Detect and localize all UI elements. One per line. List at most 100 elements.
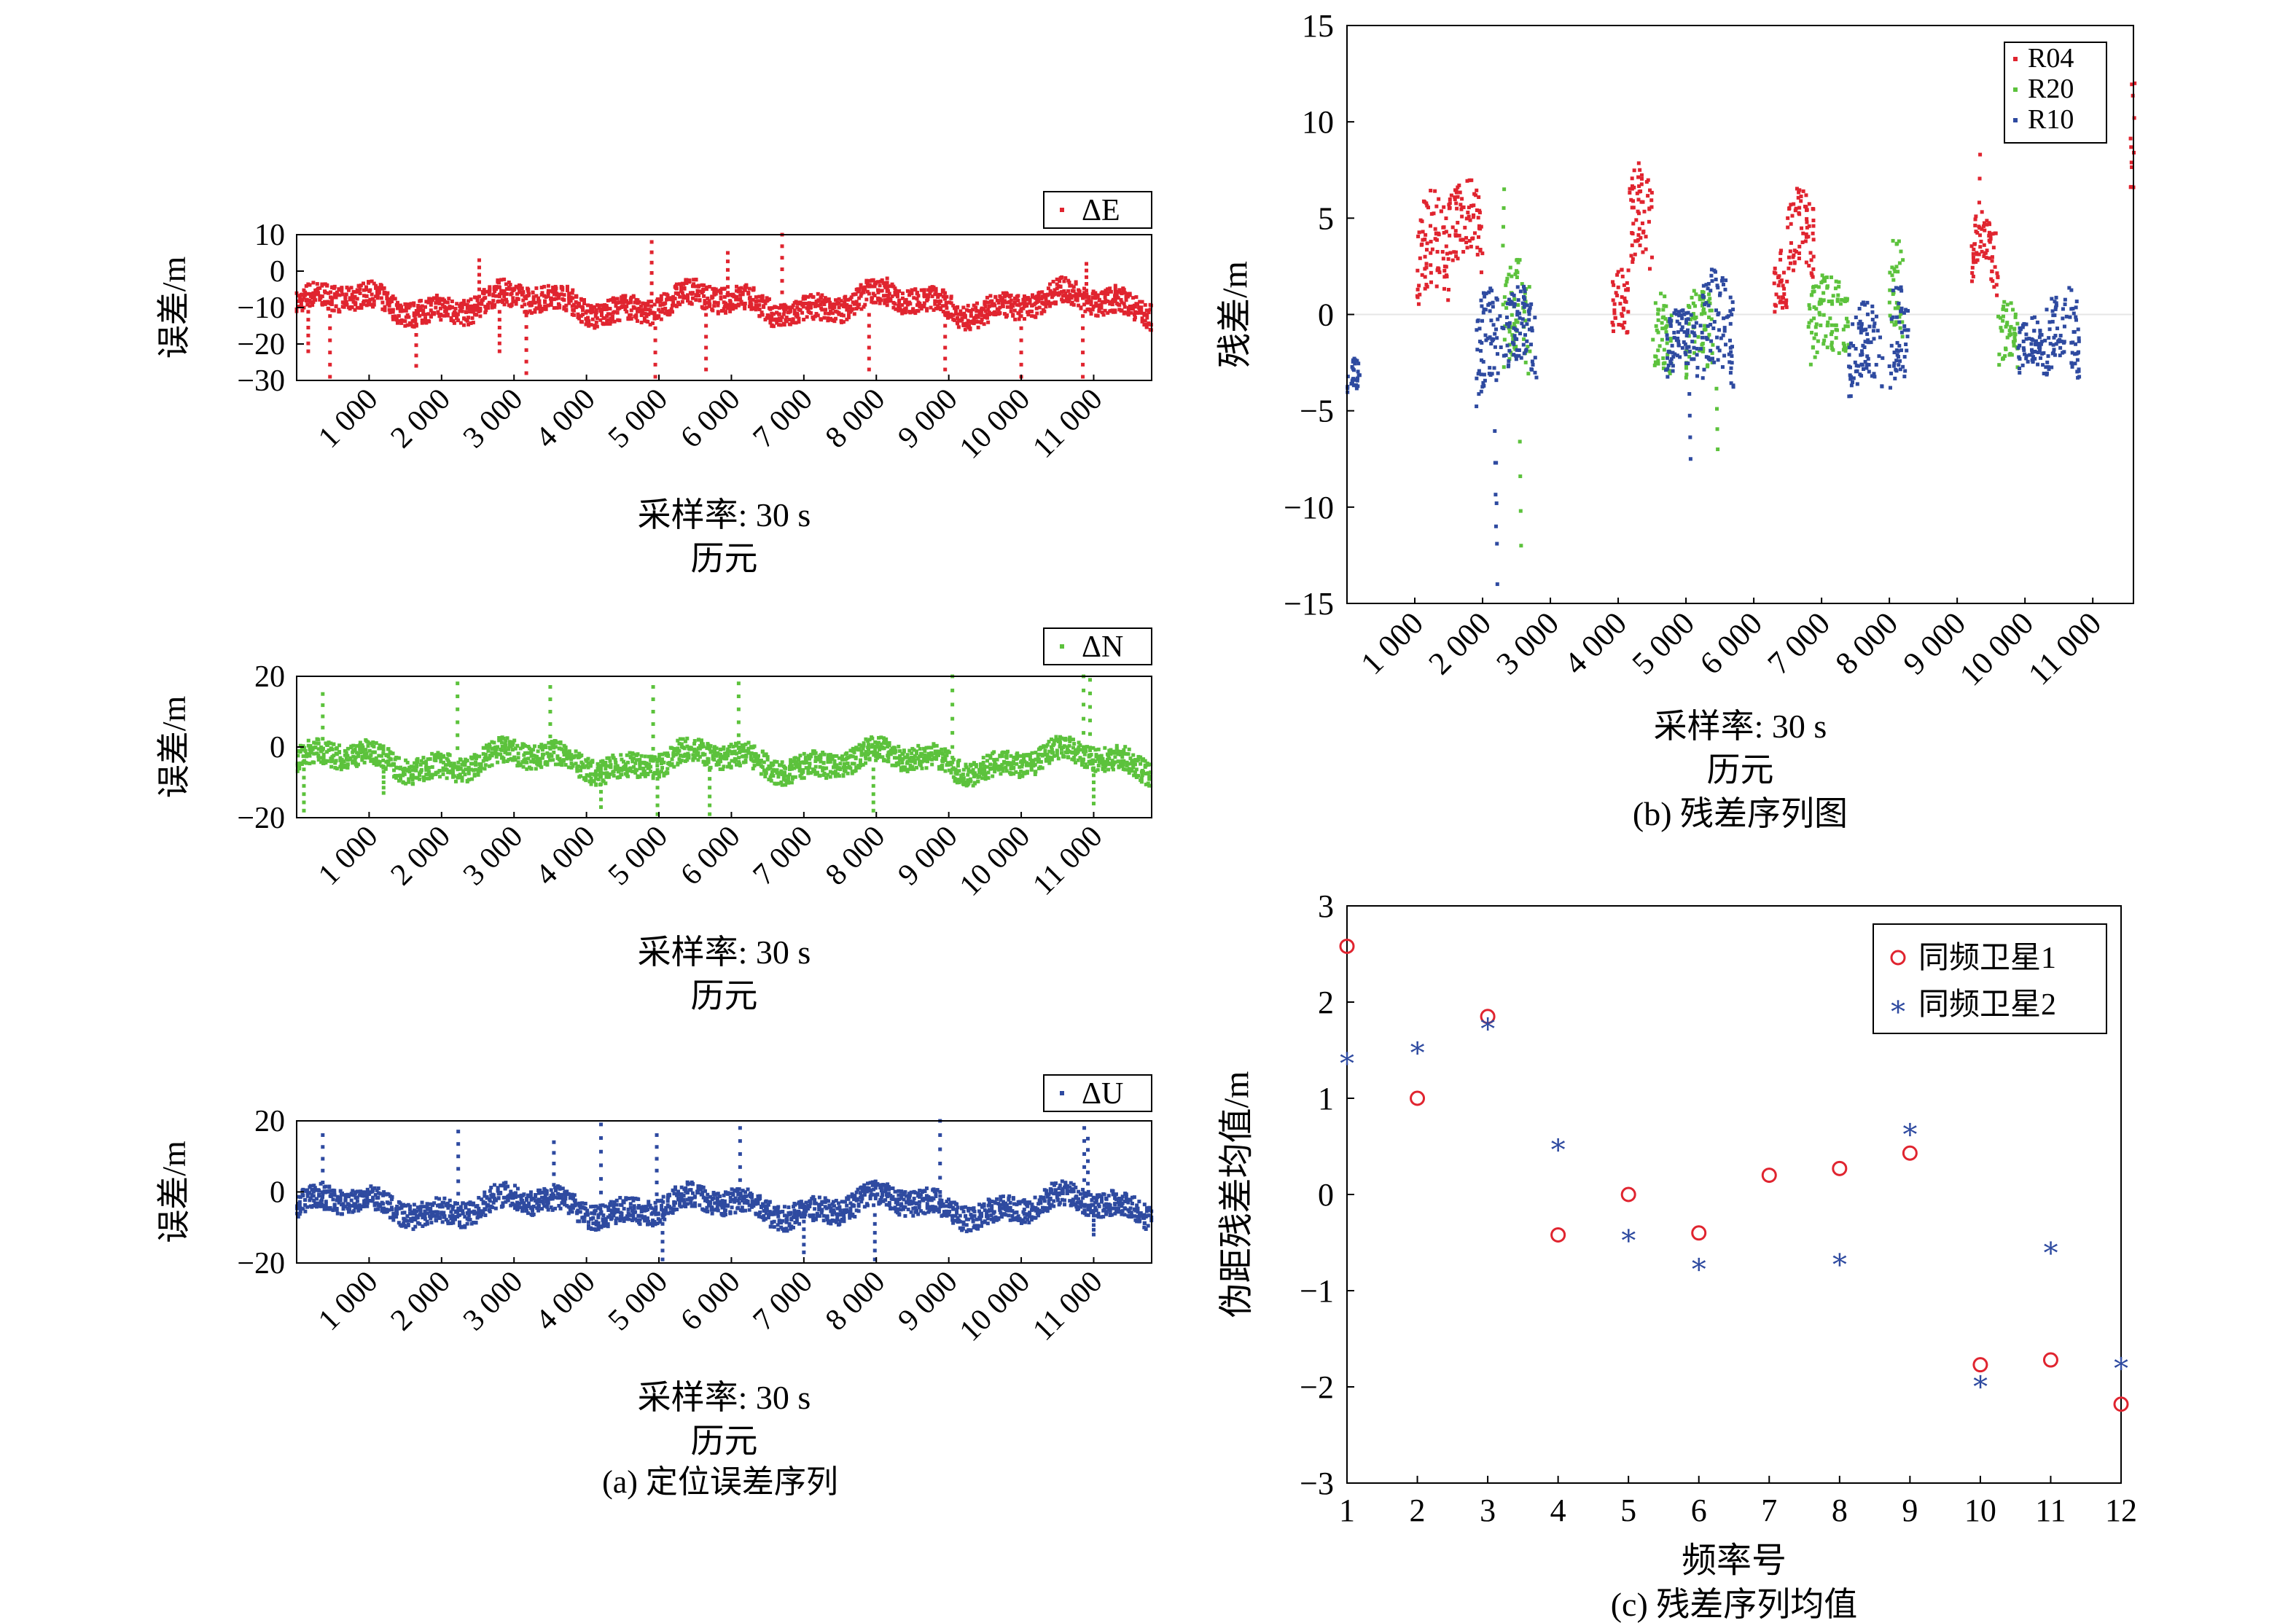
dE-point (423, 305, 428, 309)
dE-spike-point (524, 325, 528, 329)
dE-point (824, 308, 828, 312)
dN-xtick-label: 6 000 (674, 820, 746, 892)
dU-point (472, 1221, 476, 1225)
dE-point (659, 294, 663, 298)
dN-point (415, 756, 420, 761)
dE-point (1070, 294, 1074, 298)
dN-point (1029, 758, 1034, 762)
dN-point (754, 754, 758, 758)
dE-point (898, 307, 902, 311)
dE-point (805, 315, 809, 319)
dN-point (379, 746, 383, 751)
dE-point (516, 297, 520, 302)
dN-point (614, 761, 618, 765)
dN-point (472, 768, 476, 773)
dN-point (474, 767, 478, 772)
dN-point (1149, 770, 1153, 775)
dN-point (606, 756, 611, 760)
dU-point (423, 1222, 427, 1227)
dE-point (813, 314, 817, 318)
dN-point (539, 743, 544, 747)
dE-point (849, 295, 854, 300)
dU-point (399, 1224, 404, 1228)
dN-point (915, 765, 919, 770)
dE-point (719, 297, 723, 301)
dN-point (644, 763, 649, 767)
dE-point (698, 289, 702, 294)
dN-point (622, 767, 627, 772)
dE-point (678, 302, 682, 307)
dE-point (1044, 296, 1048, 300)
dN-point (596, 768, 601, 773)
dE-point (983, 315, 987, 319)
dE-spike-point (524, 337, 528, 340)
dE-point (534, 286, 539, 290)
dE-point (719, 309, 724, 313)
dE-point (1122, 288, 1126, 292)
dE-point (544, 295, 548, 300)
dE-point (1009, 298, 1013, 302)
dE-point (353, 294, 357, 299)
dN-point (340, 757, 344, 762)
dN-point (574, 754, 578, 758)
dN-point (566, 765, 571, 770)
dU-point (301, 1193, 305, 1197)
dE-point (1050, 295, 1054, 300)
dN-point (837, 756, 841, 760)
dE-point (728, 300, 733, 305)
dN-point (593, 773, 598, 778)
dN-point (891, 748, 896, 753)
dN-point (670, 746, 674, 751)
dN-point (488, 754, 492, 758)
dN-point (538, 756, 542, 761)
dU-point (483, 1208, 488, 1212)
dE-spike-point (477, 273, 482, 277)
dE-xtick-label: 7 000 (747, 383, 819, 455)
dE-point (852, 312, 856, 316)
dN-point (1043, 752, 1047, 756)
dE-point (358, 291, 362, 295)
dN-point (1068, 736, 1072, 740)
dU-point (351, 1204, 355, 1208)
dE-point (629, 308, 633, 313)
dN-point (752, 764, 757, 768)
dE-point (749, 304, 754, 308)
dE-point (963, 313, 967, 318)
dE-point (540, 292, 544, 296)
dE-point (412, 301, 416, 305)
dU-point (472, 1211, 477, 1216)
dE-point (1131, 296, 1136, 300)
dU-point (480, 1213, 484, 1217)
dN-point (319, 745, 324, 749)
dU-point (486, 1202, 491, 1207)
dN-point (703, 759, 707, 764)
dE-point (346, 287, 351, 292)
dE-point (371, 305, 375, 309)
dN-point (676, 751, 680, 755)
dE-point (1012, 308, 1017, 313)
dE-point (320, 283, 324, 288)
dN-point (1058, 744, 1062, 748)
dE-point (1128, 293, 1132, 297)
dE-point (876, 288, 880, 292)
dE-point (1125, 292, 1130, 296)
dE-point (332, 284, 337, 289)
dE-spike-point (477, 258, 482, 262)
dE-point (1021, 306, 1026, 310)
dE-spike-point (524, 371, 528, 375)
dU-point (491, 1193, 496, 1197)
dE-point (900, 296, 905, 300)
dE-point (650, 321, 655, 326)
dE-point (926, 294, 931, 299)
dE-point (1060, 275, 1064, 279)
dN-spike-point (950, 745, 955, 749)
dE-point (641, 308, 645, 312)
dN-point (606, 775, 611, 779)
dN-point (775, 768, 779, 773)
dN-point (381, 751, 386, 756)
dN-point (415, 775, 420, 780)
dN-point (683, 752, 687, 756)
dN-point (735, 751, 739, 756)
dN-point (585, 773, 589, 777)
dU-point (415, 1209, 419, 1213)
